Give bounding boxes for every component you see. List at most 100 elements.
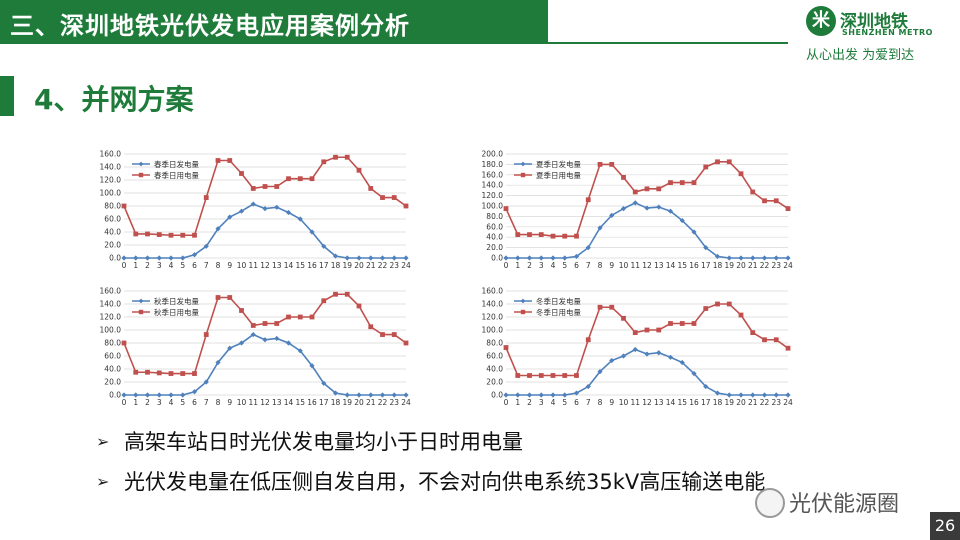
y-tick-label: 80.0	[104, 339, 121, 348]
x-tick-label: 15	[677, 398, 687, 407]
data-point	[738, 392, 744, 398]
data-point	[714, 253, 721, 260]
x-tick-label: 9	[609, 261, 614, 270]
data-point	[238, 208, 245, 214]
data-point	[597, 162, 603, 167]
metro-logo-icon: 米	[806, 6, 836, 36]
y-tick-label: 140.0	[100, 300, 122, 309]
x-tick-label: 17	[701, 261, 711, 270]
x-tick-label: 12	[260, 398, 270, 407]
data-point	[297, 176, 303, 182]
legend-label: 冬季日发电量	[536, 296, 581, 306]
data-point	[550, 392, 556, 398]
data-point	[250, 323, 256, 328]
data-point	[368, 392, 374, 398]
data-point	[156, 370, 162, 376]
chart-autumn: 0.0 20.0 40.0 60.0 80.0 100.0 120.0 140.0 160.0 0…	[94, 283, 412, 413]
legend-marker	[520, 309, 526, 315]
data-point	[191, 252, 198, 258]
x-tick-label: 7	[204, 261, 209, 270]
data-point	[750, 255, 756, 261]
legend-marker	[138, 161, 144, 167]
data-point	[609, 212, 615, 218]
x-tick-label: 24	[783, 398, 793, 407]
x-tick-label: 9	[609, 398, 614, 407]
data-point	[344, 154, 350, 160]
x-tick-label: 8	[216, 261, 221, 270]
legend-label: 春季日发电量	[154, 159, 199, 169]
data-point	[562, 233, 568, 239]
x-tick-label: 1	[133, 398, 138, 407]
data-point	[333, 154, 338, 160]
data-point	[527, 232, 532, 237]
data-point	[668, 321, 673, 326]
data-point	[121, 255, 127, 261]
data-point	[144, 392, 151, 398]
x-tick-label: 7	[586, 261, 591, 270]
x-tick-label: 17	[701, 398, 711, 407]
data-point	[620, 353, 627, 359]
x-tick-label: 16	[689, 398, 699, 407]
data-point	[621, 175, 626, 180]
x-tick-label: 10	[619, 398, 629, 407]
data-point	[215, 158, 221, 163]
logo-name-cn: 深圳地铁	[840, 12, 908, 32]
data-point	[133, 392, 139, 398]
x-tick-label: 20	[354, 398, 364, 407]
line-chart-svg: 0.020.040.060.080.0100.0120.0140.0160.01…	[482, 150, 793, 271]
data-point	[644, 327, 650, 333]
data-point	[192, 371, 197, 376]
y-tick-label: 140.0	[482, 300, 504, 309]
x-tick-label: 2	[527, 261, 532, 270]
x-tick-label: 20	[736, 261, 746, 270]
x-tick-label: 16	[307, 261, 317, 270]
data-point	[573, 253, 580, 260]
x-tick-label: 4	[169, 398, 174, 407]
data-point	[550, 233, 556, 239]
data-point	[227, 295, 233, 300]
y-tick-label: 140.0	[482, 181, 504, 190]
data-point	[773, 392, 779, 398]
y-tick-label: 160.0	[100, 150, 122, 159]
data-point	[679, 321, 685, 326]
x-tick-label: 0	[504, 398, 509, 407]
data-point	[538, 232, 544, 237]
data-point	[380, 332, 385, 337]
data-point	[715, 159, 720, 165]
series-line	[506, 201, 788, 259]
data-point	[274, 335, 280, 342]
y-tick-label: 20.0	[104, 241, 121, 250]
chart-spring: 0.0 20.0 40.0 60.0 80.0 100.0 120.0 140.0 160.0 0…	[94, 146, 412, 276]
legend-marker	[138, 298, 144, 304]
data-point	[667, 208, 674, 214]
data-point	[691, 229, 697, 235]
y-tick-label: 0.0	[109, 391, 121, 400]
data-point	[403, 203, 409, 209]
data-point	[368, 324, 374, 330]
data-point	[609, 304, 615, 310]
x-tick-label: 24	[401, 398, 411, 407]
data-point	[644, 205, 650, 211]
data-point	[667, 354, 674, 360]
data-point	[656, 204, 662, 210]
data-point	[227, 214, 233, 220]
x-tick-label: 8	[598, 261, 603, 270]
x-tick-label: 13	[272, 398, 282, 407]
data-point	[121, 340, 127, 346]
y-tick-label: 20.0	[486, 378, 503, 387]
data-point	[356, 303, 362, 309]
y-tick-label: 60.0	[104, 352, 121, 361]
data-point	[714, 390, 721, 396]
data-point	[738, 255, 744, 261]
data-point	[550, 255, 556, 261]
data-point	[503, 255, 509, 261]
data-point	[321, 298, 327, 304]
x-tick-label: 3	[539, 398, 544, 407]
data-point	[644, 351, 650, 357]
series-line	[123, 293, 407, 375]
data-point	[344, 392, 350, 398]
data-point	[145, 369, 150, 375]
data-point	[574, 373, 579, 378]
legend-marker	[520, 298, 526, 304]
x-tick-label: 24	[401, 261, 411, 270]
